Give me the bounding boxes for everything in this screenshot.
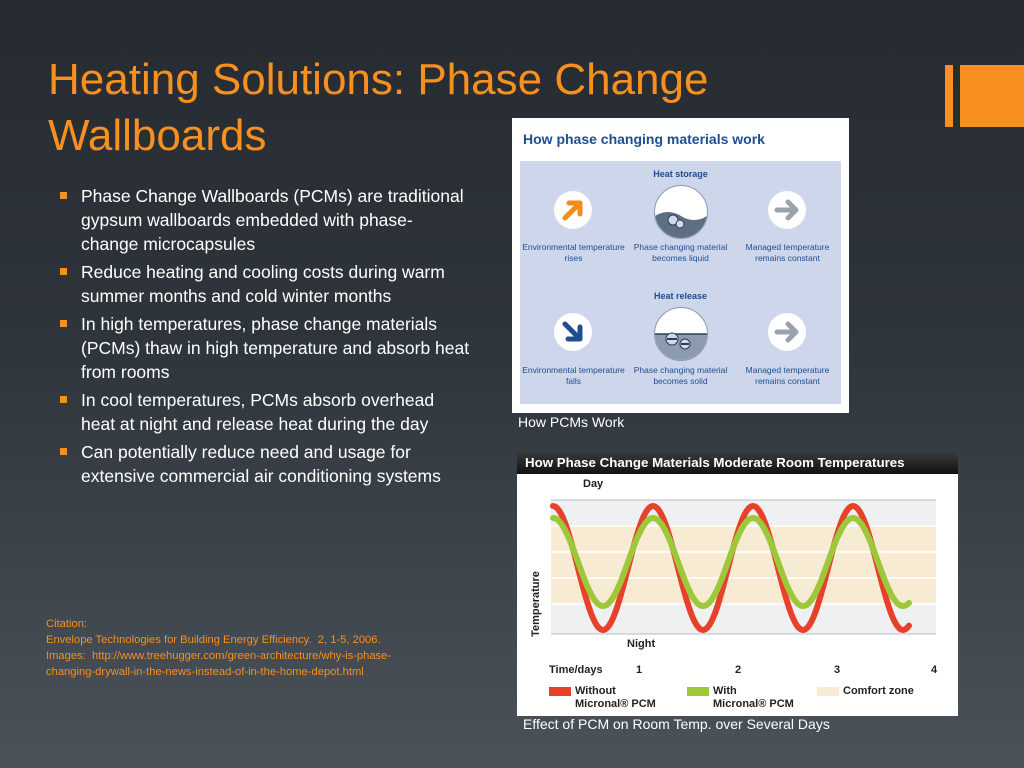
heat-release-step-1: Environmental temperature falls	[522, 365, 625, 386]
comfort-zone-swatch	[817, 687, 839, 696]
figure1-caption: How PCMs Work	[518, 414, 625, 430]
with-pcm-swatch	[687, 687, 709, 696]
tick-3: 3	[834, 664, 841, 676]
bullet-item: Reduce heating and cooling costs during …	[60, 260, 470, 308]
bullet-square-icon	[60, 396, 67, 403]
citation-images-line1: Images: http://www.treehugger.com/green-…	[46, 650, 392, 662]
bullet-square-icon	[60, 320, 67, 327]
bullet-square-icon	[60, 192, 67, 199]
bullet-text: Phase Change Wallboards (PCMs) are tradi…	[81, 186, 464, 254]
bullet-text: Reduce heating and cooling costs during …	[81, 262, 445, 306]
temperature-chart: How Phase Change Materials Moderate Room…	[517, 452, 958, 716]
bullet-list: Phase Change Wallboards (PCMs) are tradi…	[60, 184, 470, 492]
legend-with-pcm: With Micronal® PCM	[713, 685, 794, 711]
pcm-diagram-body: Heat storage Environmental temperature r…	[520, 161, 841, 404]
heat-release-step-3: Managed temperature remains constant	[745, 365, 830, 386]
bullet-square-icon	[60, 268, 67, 275]
bullet-text: Can potentially reduce need and usage fo…	[81, 442, 441, 486]
day-label: Day	[583, 478, 604, 490]
figure2-caption: Effect of PCM on Room Temp. over Several…	[523, 716, 830, 732]
bullet-item: Phase Change Wallboards (PCMs) are tradi…	[60, 184, 470, 256]
legend-without-line2: Micronal® PCM	[575, 698, 656, 710]
accent-bar-thin	[945, 65, 953, 127]
night-label: Night	[627, 638, 656, 650]
y-axis-label: Temperature	[530, 571, 542, 637]
heat-release-step-2: Phase changing material becomes solid	[633, 365, 728, 386]
heat-storage-step-3: Managed temperature remains constant	[745, 242, 830, 263]
tick-2: 2	[735, 664, 742, 676]
x-axis-label: Time/days	[549, 664, 603, 676]
solid-phase-icon	[654, 307, 708, 361]
bullet-text: In high temperatures, phase change mater…	[81, 314, 470, 382]
temperature-chart-plot	[549, 499, 936, 696]
legend-with-line1: With	[713, 685, 737, 697]
arrow-right-icon	[768, 313, 806, 351]
bullet-text: In cool temperatures, PCMs absorb overhe…	[81, 390, 435, 434]
legend-without-line1: Without	[575, 685, 616, 697]
pcm-diagram-header: How phase changing materials work	[512, 118, 849, 160]
tick-1: 1	[636, 664, 643, 676]
temperature-chart-header: How Phase Change Materials Moderate Room…	[517, 452, 958, 474]
citation-reference: Envelope Technologies for Building Energ…	[46, 634, 381, 646]
temperature-chart-title: How Phase Change Materials Moderate Room…	[525, 455, 905, 470]
bullet-item: In cool temperatures, PCMs absorb overhe…	[60, 388, 470, 436]
heat-release-label: Heat release	[653, 291, 708, 301]
citation-images-line2: changing-drywall-in-the-news-instead-of-…	[46, 666, 364, 678]
pcm-diagram: How phase changing materials work Heat s…	[512, 118, 849, 413]
pcm-diagram-title: How phase changing materials work	[523, 131, 765, 147]
heat-storage-step-2: Phase changing material becomes liquid	[633, 242, 728, 263]
arrow-right-icon	[768, 191, 806, 229]
legend-with-line2: Micronal® PCM	[713, 698, 794, 710]
legend-without-pcm: Without Micronal® PCM	[575, 685, 656, 711]
slide-title: Heating Solutions: Phase Change Wallboar…	[48, 55, 709, 160]
tick-4: 4	[931, 664, 938, 676]
legend-comfort-zone: Comfort zone	[843, 685, 914, 697]
arrow-down-right-icon	[554, 313, 592, 351]
arrow-up-right-icon	[554, 191, 592, 229]
citation-heading: Citation:	[46, 618, 88, 630]
accent-bar-thick	[960, 65, 1024, 127]
liquid-phase-icon	[654, 185, 708, 239]
bullet-square-icon	[60, 448, 67, 455]
heat-storage-step-1: Environmental temperature rises	[522, 242, 625, 263]
citation: Citation: Envelope Technologies for Buil…	[46, 616, 466, 680]
bullet-item: Can potentially reduce need and usage fo…	[60, 440, 470, 488]
heat-storage-label: Heat storage	[653, 169, 708, 179]
with-pcm-curve	[550, 514, 912, 610]
without-pcm-swatch	[549, 687, 571, 696]
bullet-item: In high temperatures, phase change mater…	[60, 312, 470, 384]
